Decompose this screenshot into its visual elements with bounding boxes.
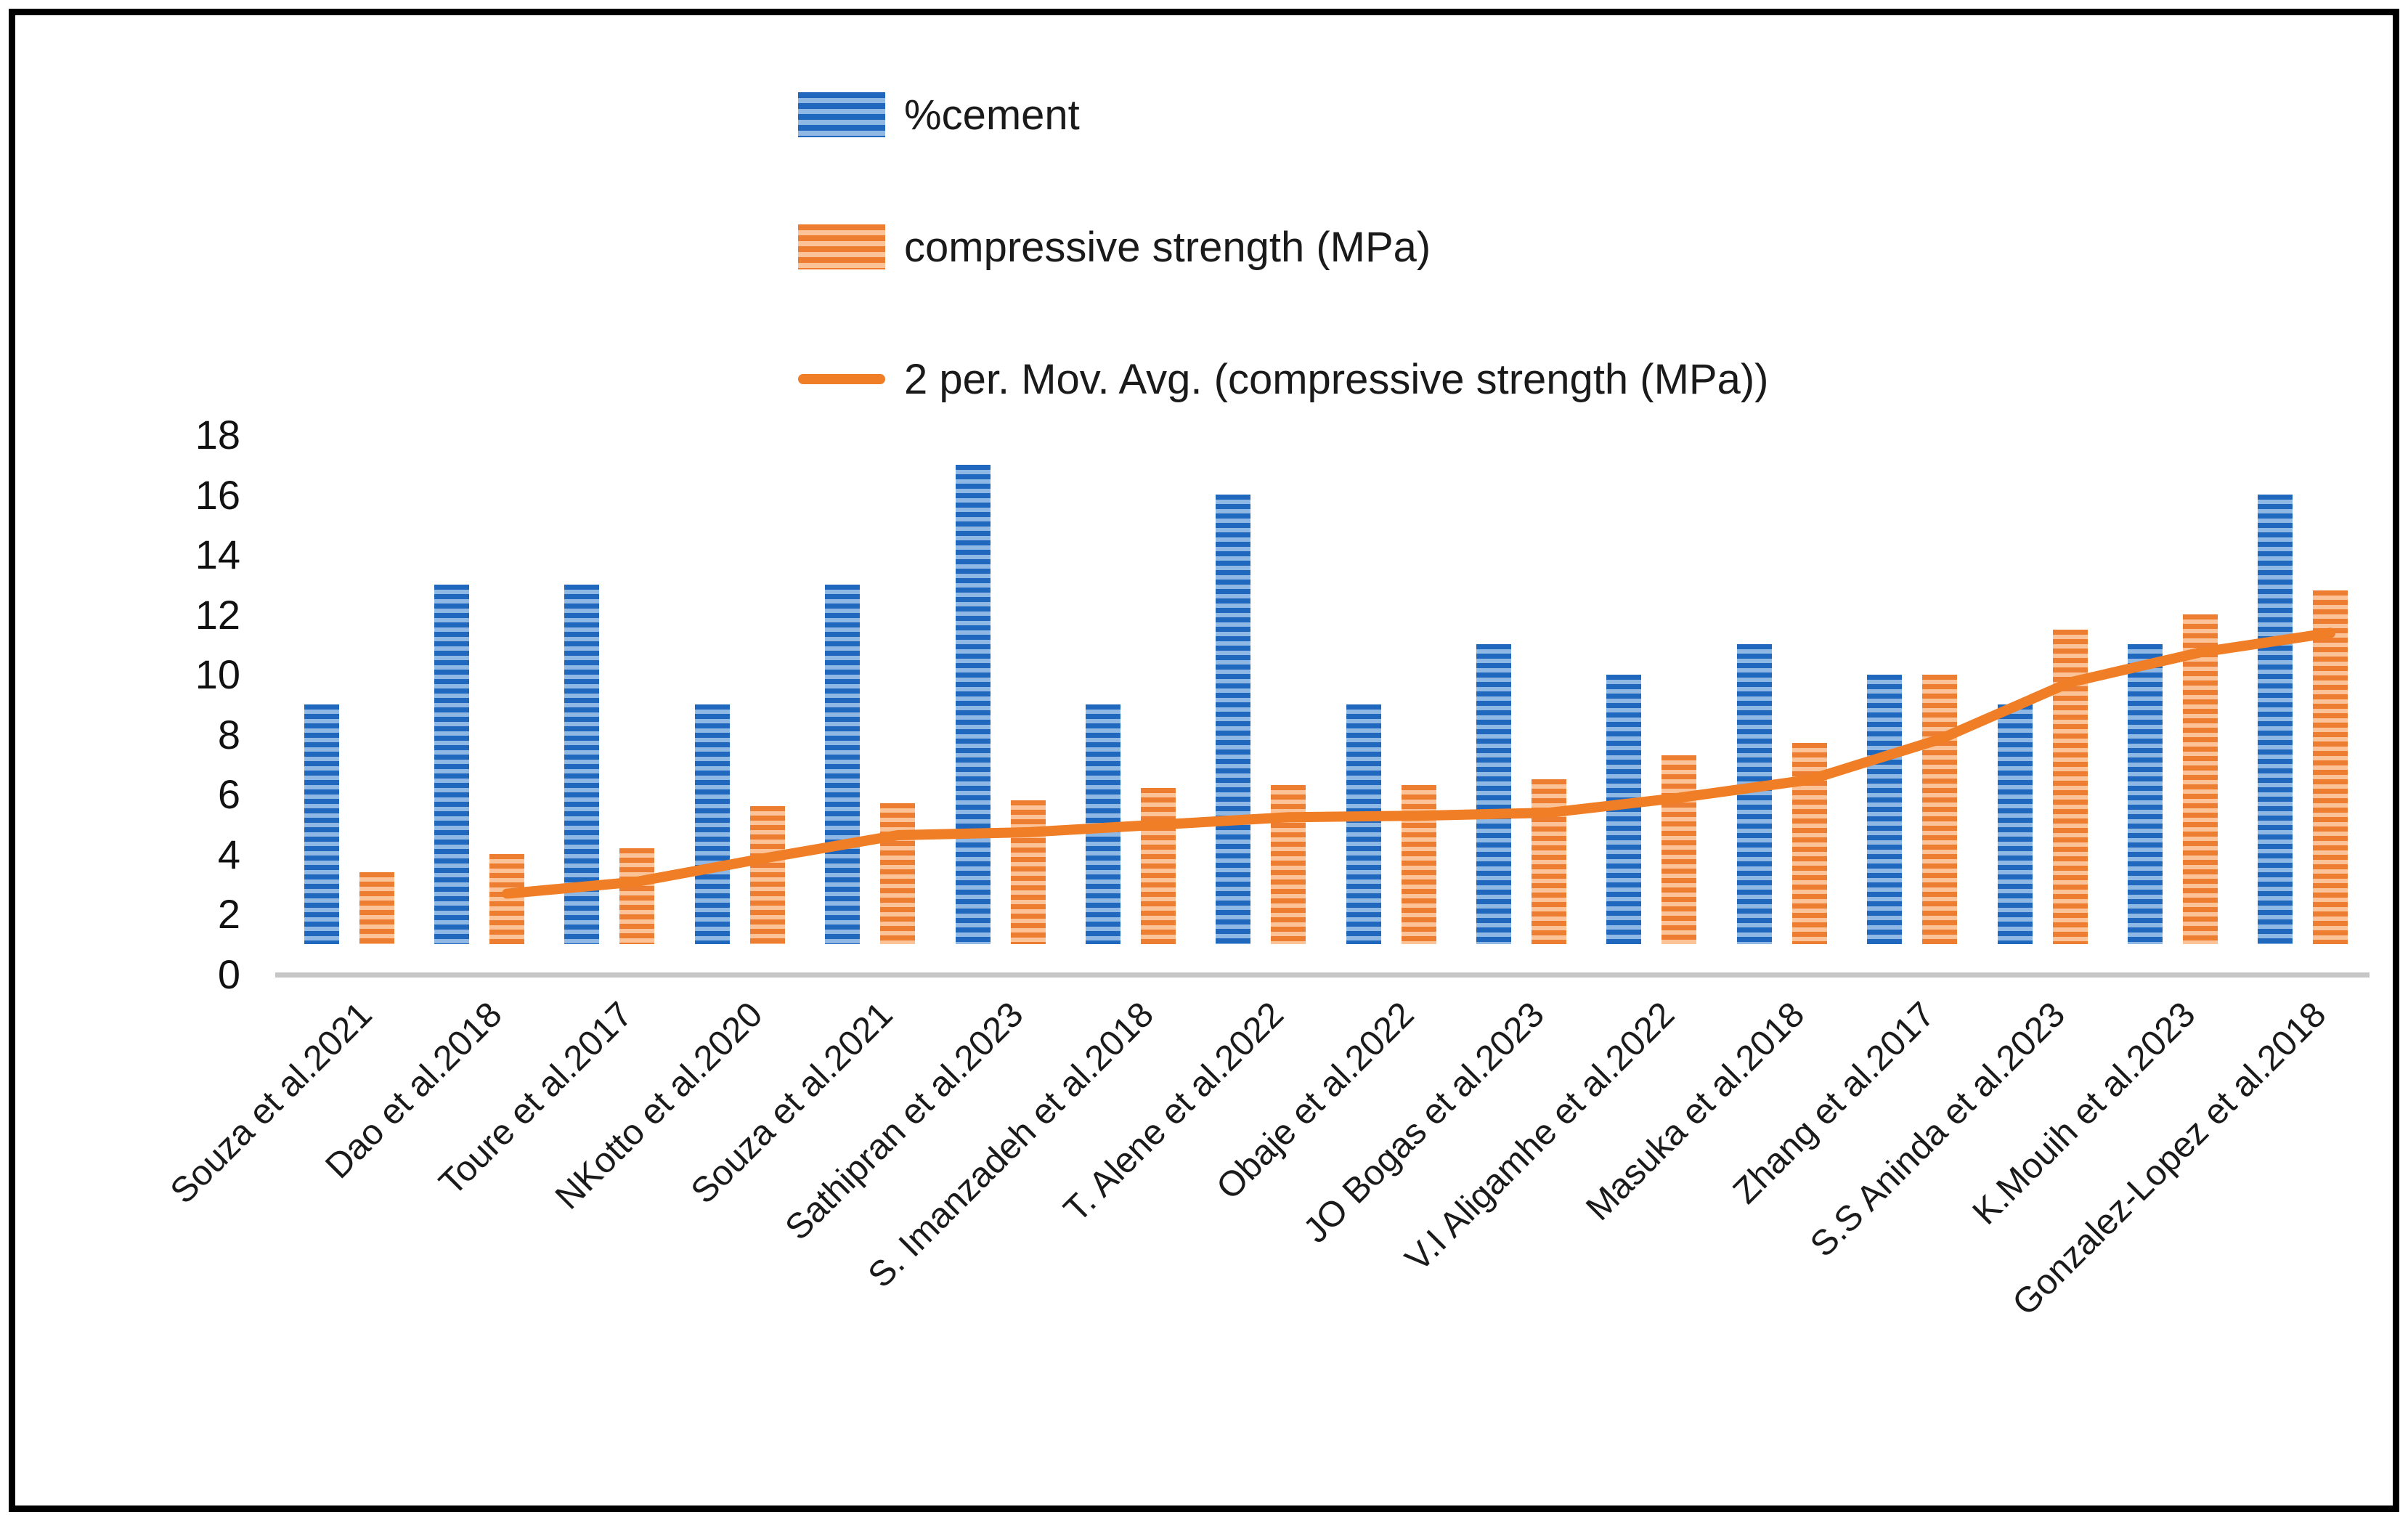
cement-bar [1736, 644, 1772, 944]
y-axis-tick-label: 18 [195, 412, 240, 458]
cement-bar [825, 584, 861, 944]
moving-average-line [502, 627, 2336, 899]
legend-label-cement: %cement [904, 91, 1080, 139]
cement-bar [2258, 494, 2293, 944]
strength-bar [749, 806, 785, 944]
moving-average-layer [502, 627, 2336, 899]
legend-item-moving-average: 2 per. Mov. Avg. (compressive strength (… [798, 355, 1769, 403]
legend-item-cement: %cement [798, 91, 1769, 139]
y-axis-tick-label: 4 [217, 831, 240, 877]
cement-bar [1867, 674, 1903, 944]
cement-swatch-icon [798, 92, 885, 137]
strength-bar [359, 871, 394, 944]
strength-bar [880, 803, 916, 944]
strength-bar [1661, 755, 1697, 944]
plot-area: %cement compressive strength (MPa) 2 per… [15, 15, 2393, 1505]
cement-bar [304, 704, 339, 944]
y-axis-tick-label: 0 [217, 951, 240, 997]
cement-bar [1476, 644, 1512, 944]
legend-label-moving-average: 2 per. Mov. Avg. (compressive strength (… [904, 355, 1769, 403]
y-axis-tick-label: 12 [195, 591, 240, 638]
legend-item-strength: compressive strength (MPa) [798, 223, 1769, 271]
strength-bar [1271, 785, 1306, 944]
legend-label-strength: compressive strength (MPa) [904, 223, 1431, 271]
strength-bar [2182, 614, 2218, 944]
x-axis-line [275, 972, 2370, 978]
strength-bar [619, 848, 655, 944]
y-axis-tick-label: 8 [217, 711, 240, 757]
strength-bar [1922, 674, 1958, 944]
cement-bar [1216, 494, 1251, 944]
strength-bar [1140, 788, 1176, 944]
y-axis-tick-label: 10 [195, 651, 240, 698]
cement-bar [434, 584, 470, 944]
strength-swatch-icon [798, 224, 885, 269]
strength-bar [2313, 590, 2348, 944]
chart-frame: %cement compressive strength (MPa) 2 per… [9, 9, 2399, 1512]
y-axis-tick-label: 14 [195, 532, 240, 578]
y-axis-tick-label: 6 [217, 771, 240, 818]
strength-bar [489, 854, 525, 944]
cement-bar [1997, 704, 2033, 944]
strength-bar [1010, 800, 1046, 944]
cement-bar [955, 464, 991, 944]
cement-bar [2127, 644, 2163, 944]
cement-bar [694, 704, 730, 944]
moving-average-line-icon [798, 374, 885, 384]
cement-bar [1346, 704, 1381, 944]
y-axis-tick-label: 2 [217, 891, 240, 938]
y-axis-tick-label: 16 [195, 471, 240, 518]
legend: %cement compressive strength (MPa) 2 per… [798, 92, 1769, 488]
